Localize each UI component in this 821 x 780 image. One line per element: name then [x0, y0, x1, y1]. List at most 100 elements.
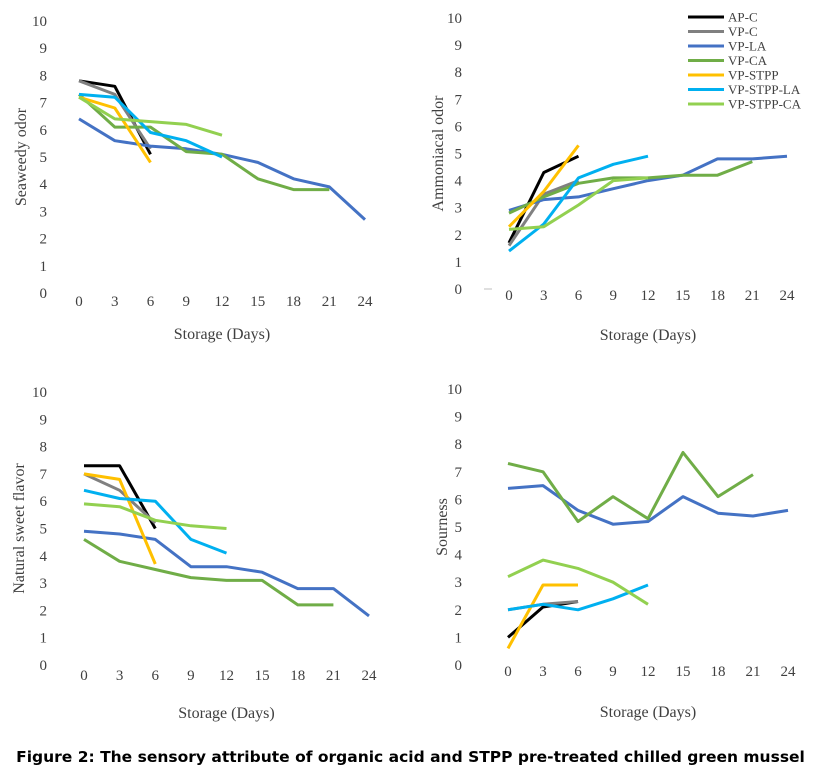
x-tick-label: 21 [746, 664, 761, 680]
x-axis-label: Storage (Days) [178, 705, 274, 722]
y-axis-label: Seaweedy odor [13, 107, 30, 206]
y-tick-label: 10 [32, 14, 47, 30]
y-tick-label: 2 [455, 603, 463, 619]
x-tick-label: 18 [286, 294, 301, 310]
y-tick-label: 3 [40, 204, 48, 220]
y-tick-label: 1 [455, 255, 463, 271]
y-tick-label: 1 [455, 630, 463, 646]
series-line-vp-ca [83, 538, 334, 607]
legend-label: VP-STPP-LA [728, 82, 801, 97]
y-tick-label: 9 [40, 412, 48, 428]
y-tick-label: 6 [455, 119, 463, 135]
y-tick-label: 9 [455, 410, 463, 426]
x-tick-label: 6 [152, 668, 160, 684]
y-tick-label: 8 [40, 68, 48, 84]
series-line-vp-la [83, 529, 370, 618]
x-tick-label: 15 [676, 664, 691, 680]
legend-label: AP-C [728, 10, 758, 25]
y-tick-label: 2 [40, 232, 48, 248]
x-tick-label: 0 [504, 664, 512, 680]
x-tick-label: 6 [575, 288, 583, 304]
series-line-vp-ca [507, 451, 754, 523]
x-tick-label: 24 [358, 294, 374, 310]
x-tick-label: 12 [641, 664, 656, 680]
y-tick-label: 7 [40, 96, 48, 112]
series-line-vp-stpp [506, 583, 578, 650]
y-tick-label: 0 [455, 282, 463, 298]
y-tick-label: 5 [40, 150, 48, 166]
y-tick-label: 4 [40, 177, 48, 193]
y-axis-label: Natural sweet flavor [11, 463, 28, 594]
x-tick-label: 12 [641, 288, 656, 304]
x-tick-label: 15 [675, 288, 690, 304]
y-tick-label: 10 [447, 382, 462, 398]
x-tick-label: 3 [111, 294, 119, 310]
y-tick-label: 0 [40, 658, 48, 674]
x-tick-label: 9 [610, 288, 618, 304]
x-tick-label: 9 [609, 664, 617, 680]
x-axis-label: Storage (Days) [600, 704, 696, 721]
x-tick-label: 6 [147, 294, 155, 310]
x-tick-label: 24 [362, 668, 378, 684]
series-line-vp-ca [77, 93, 330, 192]
x-tick-label: 9 [187, 668, 195, 684]
legend: AP-CVP-CVP-LAVP-CAVP-STPPVP-STPP-LAVP-ST… [688, 10, 802, 112]
x-tick-label: 9 [183, 294, 191, 310]
series-line-vp-c [83, 472, 157, 525]
y-tick-label: 9 [40, 41, 48, 57]
y-tick-label: 9 [455, 38, 463, 54]
y-tick-label: 8 [455, 437, 463, 453]
x-tick-label: 0 [75, 294, 83, 310]
x-tick-label: 3 [116, 668, 124, 684]
y-tick-label: 2 [455, 228, 463, 244]
x-tick-label: 18 [290, 668, 305, 684]
y-tick-label: 3 [40, 576, 48, 592]
y-tick-label: 5 [455, 147, 463, 163]
series-line-vp-stpp [83, 472, 157, 565]
x-axis-label: Storage (Days) [600, 327, 696, 344]
y-tick-label: 1 [40, 259, 48, 275]
legend-label: VP-STPP [728, 68, 779, 83]
y-tick-label: 3 [455, 201, 463, 217]
x-tick-label: 21 [745, 288, 760, 304]
x-tick-label: 24 [780, 288, 796, 304]
x-tick-label: 12 [215, 294, 230, 310]
x-tick-label: 12 [219, 668, 234, 684]
y-tick-label: 1 [40, 631, 48, 647]
y-tick-label: 2 [40, 603, 48, 619]
legend-label: VP-STPP-CA [728, 97, 802, 112]
series-line-vp-la [507, 484, 789, 526]
series-line-vp-la [508, 154, 788, 212]
legend-label: VP-LA [728, 39, 767, 54]
series-line-vp-stpp-ca [508, 176, 649, 231]
y-tick-label: 5 [455, 520, 463, 536]
y-tick-label: 7 [455, 92, 463, 108]
x-tick-label: 3 [540, 288, 548, 304]
y-tick-label: 10 [32, 385, 47, 401]
y-tick-label: 6 [455, 492, 463, 508]
y-tick-label: 4 [40, 549, 48, 565]
series-line-vp-stpp-la [78, 92, 223, 159]
figure-caption: Figure 2: The sensory attribute of organ… [16, 748, 805, 766]
y-tick-label: 4 [455, 174, 463, 190]
x-tick-label: 18 [711, 664, 726, 680]
series-line-vp-stpp [78, 95, 152, 164]
x-tick-label: 21 [326, 668, 341, 684]
y-tick-label: 3 [455, 575, 463, 591]
x-tick-label: 0 [80, 668, 88, 684]
y-tick-label: 4 [455, 548, 463, 564]
series-line-vp-stpp-ca [507, 558, 649, 606]
y-axis-label: Ammoniacal odor [430, 95, 447, 212]
series-line-vp-c [78, 79, 152, 150]
x-tick-label: 3 [539, 664, 547, 680]
x-tick-label: 24 [781, 664, 797, 680]
x-axis-label: Storage (Days) [174, 326, 270, 343]
y-tick-label: 8 [455, 65, 463, 81]
x-tick-label: 18 [710, 288, 725, 304]
x-tick-label: 0 [505, 288, 513, 304]
y-tick-label: 0 [455, 658, 463, 674]
